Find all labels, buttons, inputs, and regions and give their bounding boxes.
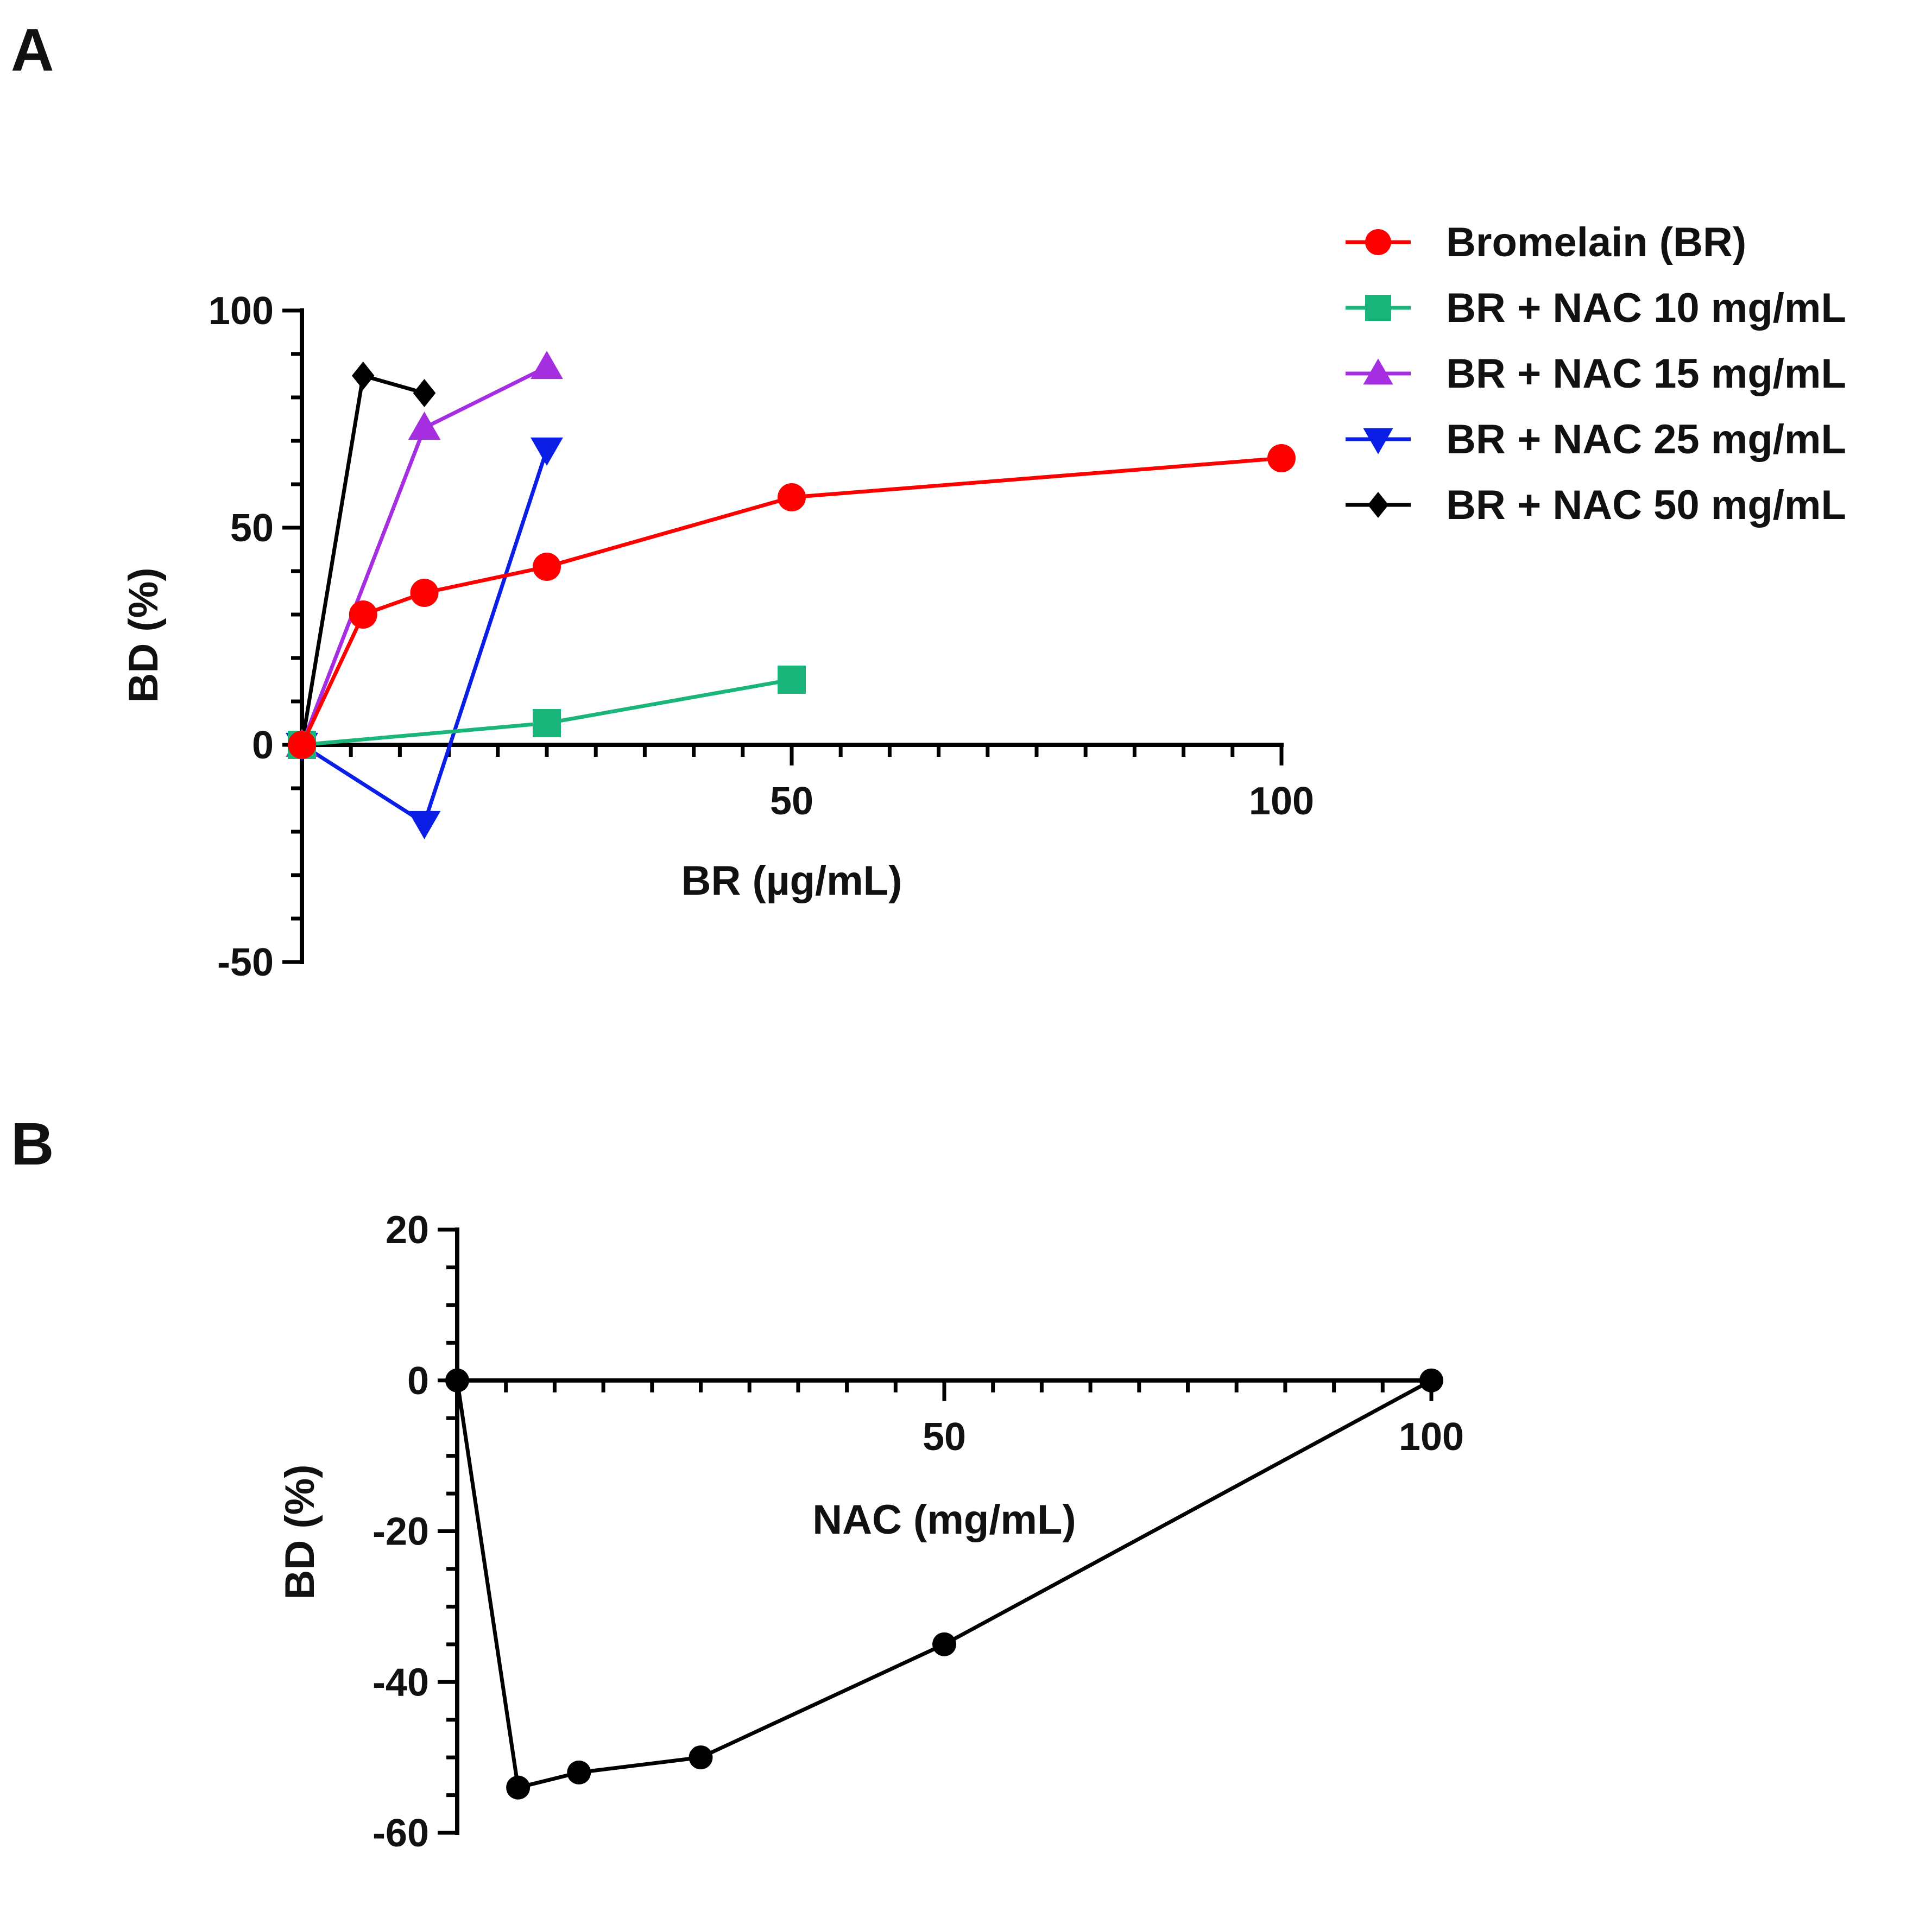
legend-marker-br-nac-25-mg-ml (1363, 428, 1393, 454)
a-point-bromelain-br (533, 553, 561, 581)
b-x-axis-title: NAC (mg/mL) (812, 1497, 1076, 1543)
legend-label-br-nac-15-mg-ml: BR + NAC 15 mg/mL (1446, 351, 1846, 397)
b-point-nac (689, 1745, 713, 1770)
a-point-br-nac-25-mg-ml (408, 811, 441, 839)
b-point-nac (1419, 1368, 1443, 1393)
panel-label-a: A (11, 17, 54, 84)
b-x-tick-label: 50 (923, 1415, 966, 1459)
a-point-br-nac-15-mg-ml (531, 351, 563, 379)
legend-marker-br-nac-10-mg-ml (1365, 295, 1391, 321)
panel-label-b: B (11, 1111, 54, 1178)
a-y-axis-title: BD (%) (121, 567, 167, 702)
b-y-tick-label: -20 (372, 1510, 429, 1554)
a-y-tick-label: 100 (209, 289, 274, 333)
b-y-tick-label: -60 (372, 1812, 429, 1855)
a-point-br-nac-10-mg-ml (778, 666, 806, 694)
a-series-line-br-nac-25-mg-ml (301, 448, 549, 825)
b-series-line-nac (455, 1378, 1432, 1790)
a-x-tick-label: 100 (1249, 780, 1314, 823)
a-y-tick-label: -50 (217, 941, 274, 984)
chart-b: 50 100 20 0 -20 -40 -60 NAC (mg/mL) BD (%) (277, 1208, 1464, 1855)
b-x-tick-label: 100 (1399, 1415, 1464, 1459)
b-y-tick-label: -40 (372, 1661, 429, 1704)
a-point-br-nac-15-mg-ml (408, 412, 441, 440)
legend-label-bromelain-br: Bromelain (BR) (1446, 219, 1746, 265)
a-point-br-nac-50-mg-ml (351, 362, 375, 390)
b-y-tick-label: 20 (386, 1208, 429, 1252)
a-point-bromelain-br (410, 579, 439, 607)
legend-marker-br-nac-15-mg-ml (1363, 358, 1393, 385)
a-series-line-br-nac-50-mg-ml (300, 374, 425, 745)
legend-label-br-nac-50-mg-ml: BR + NAC 50 mg/mL (1446, 482, 1846, 528)
b-y-axis-title: BD (%) (277, 1464, 323, 1599)
a-x-axis-title: BR (µg/mL) (681, 858, 902, 904)
a-point-br-nac-50-mg-ml (413, 379, 436, 407)
a-series-line-bromelain-br (300, 456, 1282, 746)
a-point-br-nac-25-mg-ml (531, 437, 563, 466)
a-y-tick-label: 50 (230, 507, 274, 550)
legend-marker-bromelain-br (1365, 229, 1391, 255)
legend-label-br-nac-25-mg-ml: BR + NAC 25 mg/mL (1446, 416, 1846, 463)
legend-marker-br-nac-50-mg-ml (1367, 492, 1389, 518)
b-point-nac (445, 1368, 469, 1393)
a-point-bromelain-br (288, 731, 316, 759)
a-y-tick-label: 0 (252, 724, 274, 767)
a-point-bromelain-br (349, 600, 377, 629)
b-point-nac (567, 1760, 591, 1784)
b-y-tick-label: 0 (407, 1359, 429, 1403)
a-point-bromelain-br (778, 483, 806, 511)
a-point-br-nac-10-mg-ml (533, 709, 561, 737)
legend-label-br-nac-10-mg-ml: BR + NAC 10 mg/mL (1446, 285, 1846, 331)
b-point-nac (506, 1775, 531, 1800)
a-x-tick-label: 50 (770, 780, 813, 823)
chart-a: 50 100 100 50 0 -50 BR (µg/mL) BD (%) Bromelain … (121, 219, 1846, 984)
a-point-bromelain-br (1267, 444, 1296, 472)
b-point-nac (932, 1632, 956, 1656)
